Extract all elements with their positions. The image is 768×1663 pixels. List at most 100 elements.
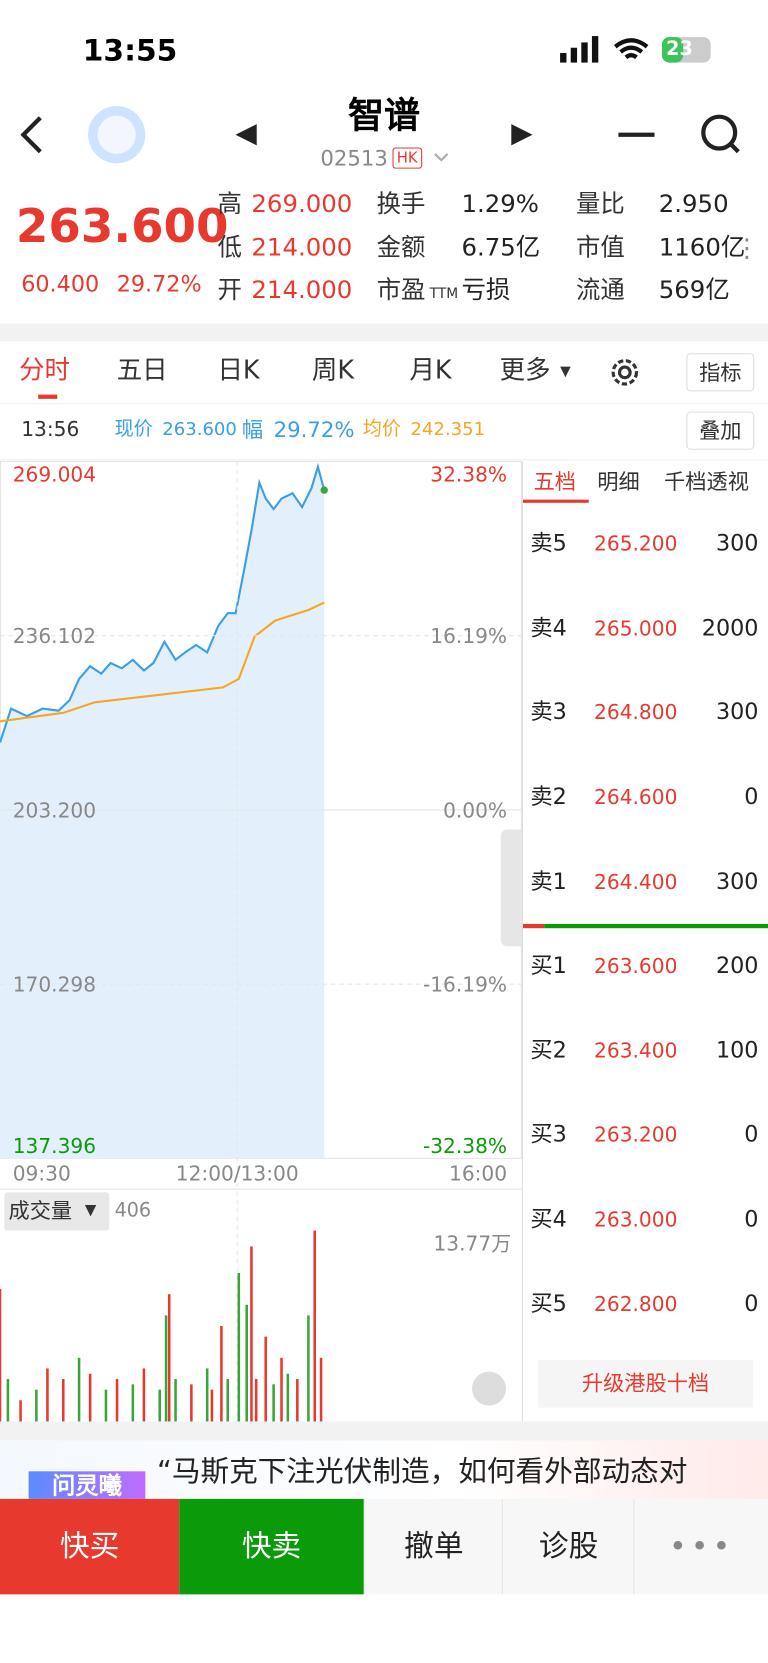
change: 60.400 — [21, 271, 100, 298]
price: 263.600 — [15, 199, 229, 254]
y-tick-label: 13.77万 — [433, 1232, 511, 1256]
volume-bar — [319, 1357, 323, 1422]
volume-bar — [205, 1368, 209, 1422]
y2-tick-label: -16.19% — [423, 973, 507, 997]
status-icons — [560, 36, 711, 63]
book-price: 264.600 — [594, 786, 678, 810]
volume-bar — [104, 1389, 108, 1422]
tab[interactable]: 周K — [311, 355, 355, 386]
book-label: 卖4 — [530, 614, 567, 641]
book-tab[interactable]: 明细 — [597, 468, 640, 495]
volume-bar — [174, 1379, 177, 1422]
volume-current: 406 — [114, 1199, 152, 1223]
prev[interactable] — [235, 124, 257, 146]
nav-icons — [20, 106, 740, 164]
tab[interactable]: 分时 — [19, 355, 71, 386]
stat-label: 换手 — [376, 190, 426, 219]
y-tick-label: 236.102 — [13, 624, 96, 648]
volume-selector[interactable] — [4, 1192, 110, 1231]
volume-bar — [142, 1368, 146, 1422]
stat-value: 6.75亿 — [461, 234, 541, 263]
volume-bar — [286, 1373, 290, 1422]
volume-bar — [88, 1373, 92, 1422]
series-line — [0, 601, 325, 723]
stat-value: 569亿 — [658, 276, 730, 305]
book-volume: 100 — [715, 1037, 759, 1063]
volume-bar — [264, 1336, 267, 1422]
book-volume: 300 — [715, 699, 759, 725]
info-pct: 29.72% — [273, 416, 355, 443]
book-price: 265.200 — [594, 532, 678, 556]
volume-bar — [46, 1368, 49, 1422]
stat-value: 269.000 — [251, 190, 353, 219]
stat-value: 1.29% — [461, 190, 539, 219]
volume-bar — [6, 1379, 10, 1422]
code: 02513 — [320, 145, 388, 171]
book-volume: 0 — [744, 1290, 759, 1317]
indicator-button[interactable]: 指标 — [686, 353, 755, 392]
cancel-order[interactable]: 撤单 — [363, 1498, 503, 1595]
book-label: 卖5 — [530, 530, 567, 556]
current-dot — [320, 486, 328, 494]
volume-bar — [167, 1294, 171, 1422]
book-tab[interactable]: 五档 — [533, 468, 577, 495]
volume-bar — [61, 1379, 65, 1422]
tab[interactable]: 更多 — [499, 355, 551, 386]
volume-bar — [272, 1384, 275, 1422]
volume-bar — [245, 1304, 248, 1422]
quick-sell[interactable]: 快卖 — [179, 1498, 364, 1595]
tab[interactable]: 五日 — [116, 355, 168, 386]
next[interactable] — [511, 124, 533, 146]
title: 智谱 — [347, 94, 421, 137]
y-tick-label: 269.004 — [13, 463, 96, 487]
x-tick-label: 09:30 — [13, 1162, 71, 1186]
volume-bar — [158, 1389, 162, 1422]
upgrade-button[interactable]: 升级港股十档 — [537, 1359, 754, 1408]
volume-bar — [280, 1357, 283, 1422]
stat-value: 1160亿 — [658, 234, 746, 263]
diagnose[interactable]: 诊股 — [501, 1498, 635, 1595]
stat-label: 金额 — [376, 234, 426, 263]
stat-label: 低 — [217, 234, 242, 263]
info-avg: 242.351 — [410, 419, 486, 441]
volume-bar — [35, 1389, 38, 1422]
stat-value: 亏损 — [461, 276, 511, 305]
stat-label: 市值 — [576, 234, 625, 263]
collapse-handle[interactable] — [500, 829, 522, 947]
divider — [0, 459, 768, 461]
volume-bar — [254, 1379, 258, 1422]
volume-bar — [19, 1400, 22, 1422]
stat-value: 214.000 — [251, 234, 353, 263]
book-label: 卖3 — [530, 699, 567, 725]
tab[interactable]: 月K — [409, 355, 452, 386]
book-tab[interactable]: 千档透视 — [664, 468, 749, 495]
volume-bar — [226, 1379, 230, 1422]
volume-bar — [77, 1357, 81, 1422]
x-tick-label: 12:00/13:00 — [176, 1162, 299, 1186]
back[interactable] — [20, 116, 42, 154]
book-volume: 200 — [715, 952, 759, 979]
volume-selector-label: 成交量 — [8, 1197, 73, 1224]
search[interactable] — [701, 114, 738, 151]
quick-buy[interactable]: 快买 — [0, 1498, 180, 1595]
volume-bar — [164, 1315, 168, 1422]
divider — [0, 403, 768, 405]
volume-bar — [237, 1272, 241, 1422]
settings[interactable] — [607, 354, 643, 390]
overlay-button[interactable]: 叠加 — [686, 411, 755, 450]
volume-bar — [131, 1384, 135, 1422]
y2-tick-label: -32.38% — [423, 1134, 507, 1158]
expand-button[interactable] — [472, 1371, 507, 1406]
tab-underline — [38, 394, 58, 399]
tab[interactable]: 日K — [217, 355, 260, 386]
tab-arrow: ▼ — [560, 363, 571, 380]
volume-bar — [220, 1326, 223, 1422]
volume-bar — [250, 1246, 253, 1422]
divider — [521, 461, 523, 1422]
book-price: 265.000 — [594, 617, 678, 641]
more-actions[interactable]: ••• — [633, 1498, 768, 1595]
stat-value: 214.000 — [251, 276, 353, 305]
book-price: 262.800 — [594, 1292, 678, 1317]
